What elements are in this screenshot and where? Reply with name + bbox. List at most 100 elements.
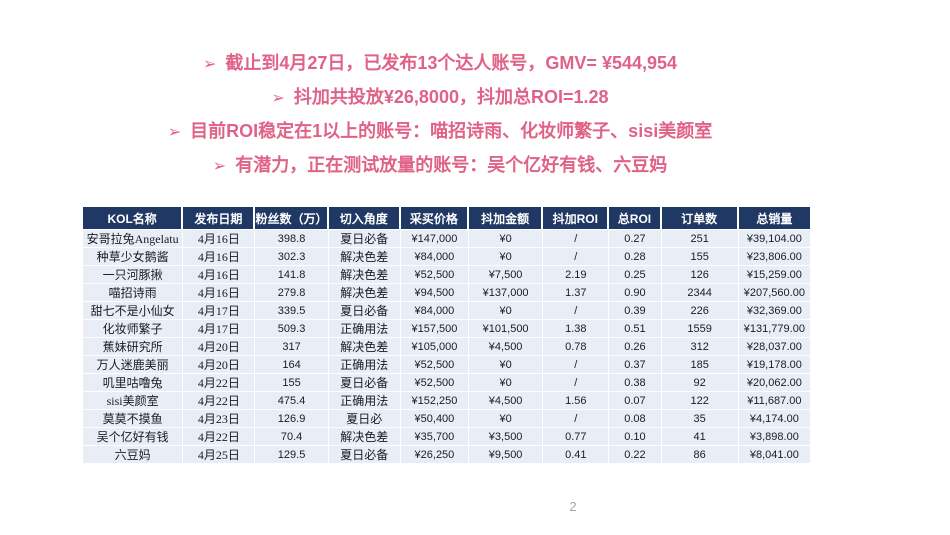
table-cell: 86 <box>661 446 739 464</box>
table-cell: / <box>543 230 610 248</box>
table-cell: 129.5 <box>255 446 329 464</box>
table-cell: 0.08 <box>609 410 662 428</box>
column-header: 抖加ROI <box>543 207 610 230</box>
table-cell: 0.51 <box>609 320 662 338</box>
table-cell: 126.9 <box>255 410 329 428</box>
column-header: 采买价格 <box>400 207 470 230</box>
table-cell: 0.07 <box>609 392 662 410</box>
table-cell: 0.28 <box>609 248 662 266</box>
table-cell: 185 <box>661 356 739 374</box>
bullet-text: 有潜力，正在测试放量的账号：吴个亿好有钱、六豆妈 <box>235 155 668 175</box>
table-cell: / <box>543 410 610 428</box>
table-cell: 141.8 <box>255 266 329 284</box>
table-cell: 1.56 <box>543 392 610 410</box>
table-cell: 155 <box>255 374 329 392</box>
table-cell: 4月22日 <box>183 428 256 446</box>
table-cell: ¥52,500 <box>400 356 470 374</box>
table-cell: ¥207,560.00 <box>738 284 810 302</box>
table-cell: ¥52,500 <box>400 266 470 284</box>
table-cell: 122 <box>661 392 739 410</box>
table-cell: ¥157,500 <box>400 320 470 338</box>
table-cell: 0.10 <box>609 428 662 446</box>
table-cell: ¥52,500 <box>400 374 470 392</box>
table-cell: 甜七不是小仙女 <box>83 302 184 320</box>
column-header: 总销量 <box>738 207 810 230</box>
table-cell: ¥0 <box>469 356 544 374</box>
bullet-text: 目前ROI稳定在1以上的账号：喵招诗雨、化妆师繁子、sisi美颜室 <box>190 121 713 141</box>
table-row: 安哥拉兔Angelatu 4月16日 398.8 夏日必备 ¥147,000 ¥0/0.2… <box>83 230 810 248</box>
table-row: 叽里咕噜兔 4月22日 155 夏日必备 ¥52,500 ¥0/0.38 92 ¥20,062… <box>83 374 810 392</box>
table-cell: 1.37 <box>543 284 610 302</box>
table-cell: 0.41 <box>543 446 610 464</box>
bullet-line: ➢ 有潜力，正在测试放量的账号：吴个亿好有钱、六豆妈 <box>0 149 880 183</box>
table-cell: 夏日必备 <box>328 374 401 392</box>
arrow-bullet-icon: ➢ <box>202 56 217 73</box>
table-cell: 126 <box>661 266 739 284</box>
table-cell: 4月17日 <box>183 302 256 320</box>
table-cell: 叽里咕噜兔 <box>83 374 184 392</box>
table-row: 化妆师繁子 4月17日 509.3 正确用法 ¥157,500 ¥101,500 1.38 0… <box>83 320 810 338</box>
table-cell: 4月16日 <box>183 248 256 266</box>
table-cell: ¥20,062.00 <box>738 374 810 392</box>
table-cell: 339.5 <box>255 302 329 320</box>
table-cell: 解决色差 <box>328 338 401 356</box>
table-cell: 正确用法 <box>328 320 401 338</box>
table-cell: 0.90 <box>609 284 662 302</box>
table-cell: ¥3,898.00 <box>738 428 810 446</box>
arrow-bullet-icon: ➢ <box>167 124 182 141</box>
table-cell: 化妆师繁子 <box>83 320 184 338</box>
table-cell: 35 <box>661 410 739 428</box>
table-cell: 蕉妹研究所 <box>83 338 184 356</box>
column-header: 总ROI <box>609 207 662 230</box>
table-cell: 万人迷鹿美丽 <box>83 356 184 374</box>
column-header: 切入角度 <box>328 207 401 230</box>
table-cell: 92 <box>661 374 739 392</box>
table-cell: 0.78 <box>543 338 610 356</box>
table-cell: 398.8 <box>255 230 329 248</box>
table-cell: ¥4,174.00 <box>738 410 810 428</box>
table-cell: 509.3 <box>255 320 329 338</box>
table-cell: 0.39 <box>609 302 662 320</box>
table-cell: 4月22日 <box>183 392 256 410</box>
table-cell: 2.19 <box>543 266 610 284</box>
table-cell: ¥0 <box>469 302 544 320</box>
bullet-text: 抖加共投放¥26,8000，抖加总ROI=1.28 <box>293 87 609 107</box>
table-cell: 0.37 <box>609 356 662 374</box>
bullet-line: ➢ 目前ROI稳定在1以上的账号：喵招诗雨、化妆师繁子、sisi美颜室 <box>0 115 880 149</box>
table-cell: ¥28,037.00 <box>738 338 810 356</box>
table-row: 莫莫不摸鱼 4月23日 126.9 夏日必 ¥50,400 ¥0/0.08 35 ¥4,174… <box>83 410 810 428</box>
table-cell: ¥26,250 <box>400 446 470 464</box>
table-cell: 4月16日 <box>183 230 256 248</box>
table-cell: ¥23,806.00 <box>738 248 810 266</box>
page-number: 2 <box>569 499 577 514</box>
table-cell: ¥0 <box>469 230 544 248</box>
table-cell: 正确用法 <box>328 356 401 374</box>
bullet-line: ➢ 抖加共投放¥26,8000，抖加总ROI=1.28 <box>0 81 880 115</box>
table-cell: / <box>543 302 610 320</box>
table-cell: / <box>543 374 610 392</box>
table-cell: ¥94,500 <box>400 284 470 302</box>
table-cell: 226 <box>661 302 739 320</box>
table-cell: ¥9,500 <box>469 446 544 464</box>
table-cell: sisi美颜室 <box>83 392 184 410</box>
table-cell: 4月23日 <box>183 410 256 428</box>
table-row: 种草少女鹅酱 4月16日 302.3 解决色差 ¥84,000 ¥0/0.28 155 ¥23… <box>83 248 810 266</box>
arrow-bullet-icon: ➢ <box>271 90 285 107</box>
table-cell: 4月25日 <box>183 446 256 464</box>
table-cell: / <box>543 248 610 266</box>
table-row: 甜七不是小仙女 4月17日 339.5 夏日必备 ¥84,000 ¥0/0.39 226 ¥3… <box>83 302 810 320</box>
table-cell: 251 <box>661 230 739 248</box>
table-cell: 312 <box>661 338 739 356</box>
table-row: 吴个亿好有钱 4月22日 70.4 解决色差 ¥35,700 ¥3,500 0.77 0.10… <box>83 428 810 446</box>
table-cell: ¥0 <box>469 374 544 392</box>
table-cell: 一只河豚揪 <box>83 266 184 284</box>
bullet-line: ➢ 截止到4月27日，已发布13个达人账号，GMV= ¥544,954 <box>0 47 880 81</box>
table-cell: 302.3 <box>255 248 329 266</box>
table-cell: ¥0 <box>469 248 544 266</box>
table-cell: 解决色差 <box>328 266 401 284</box>
table-cell: 解决色差 <box>328 248 401 266</box>
table-cell: ¥84,000 <box>400 248 470 266</box>
table-cell: 475.4 <box>255 392 329 410</box>
table-cell: 吴个亿好有钱 <box>83 428 184 446</box>
